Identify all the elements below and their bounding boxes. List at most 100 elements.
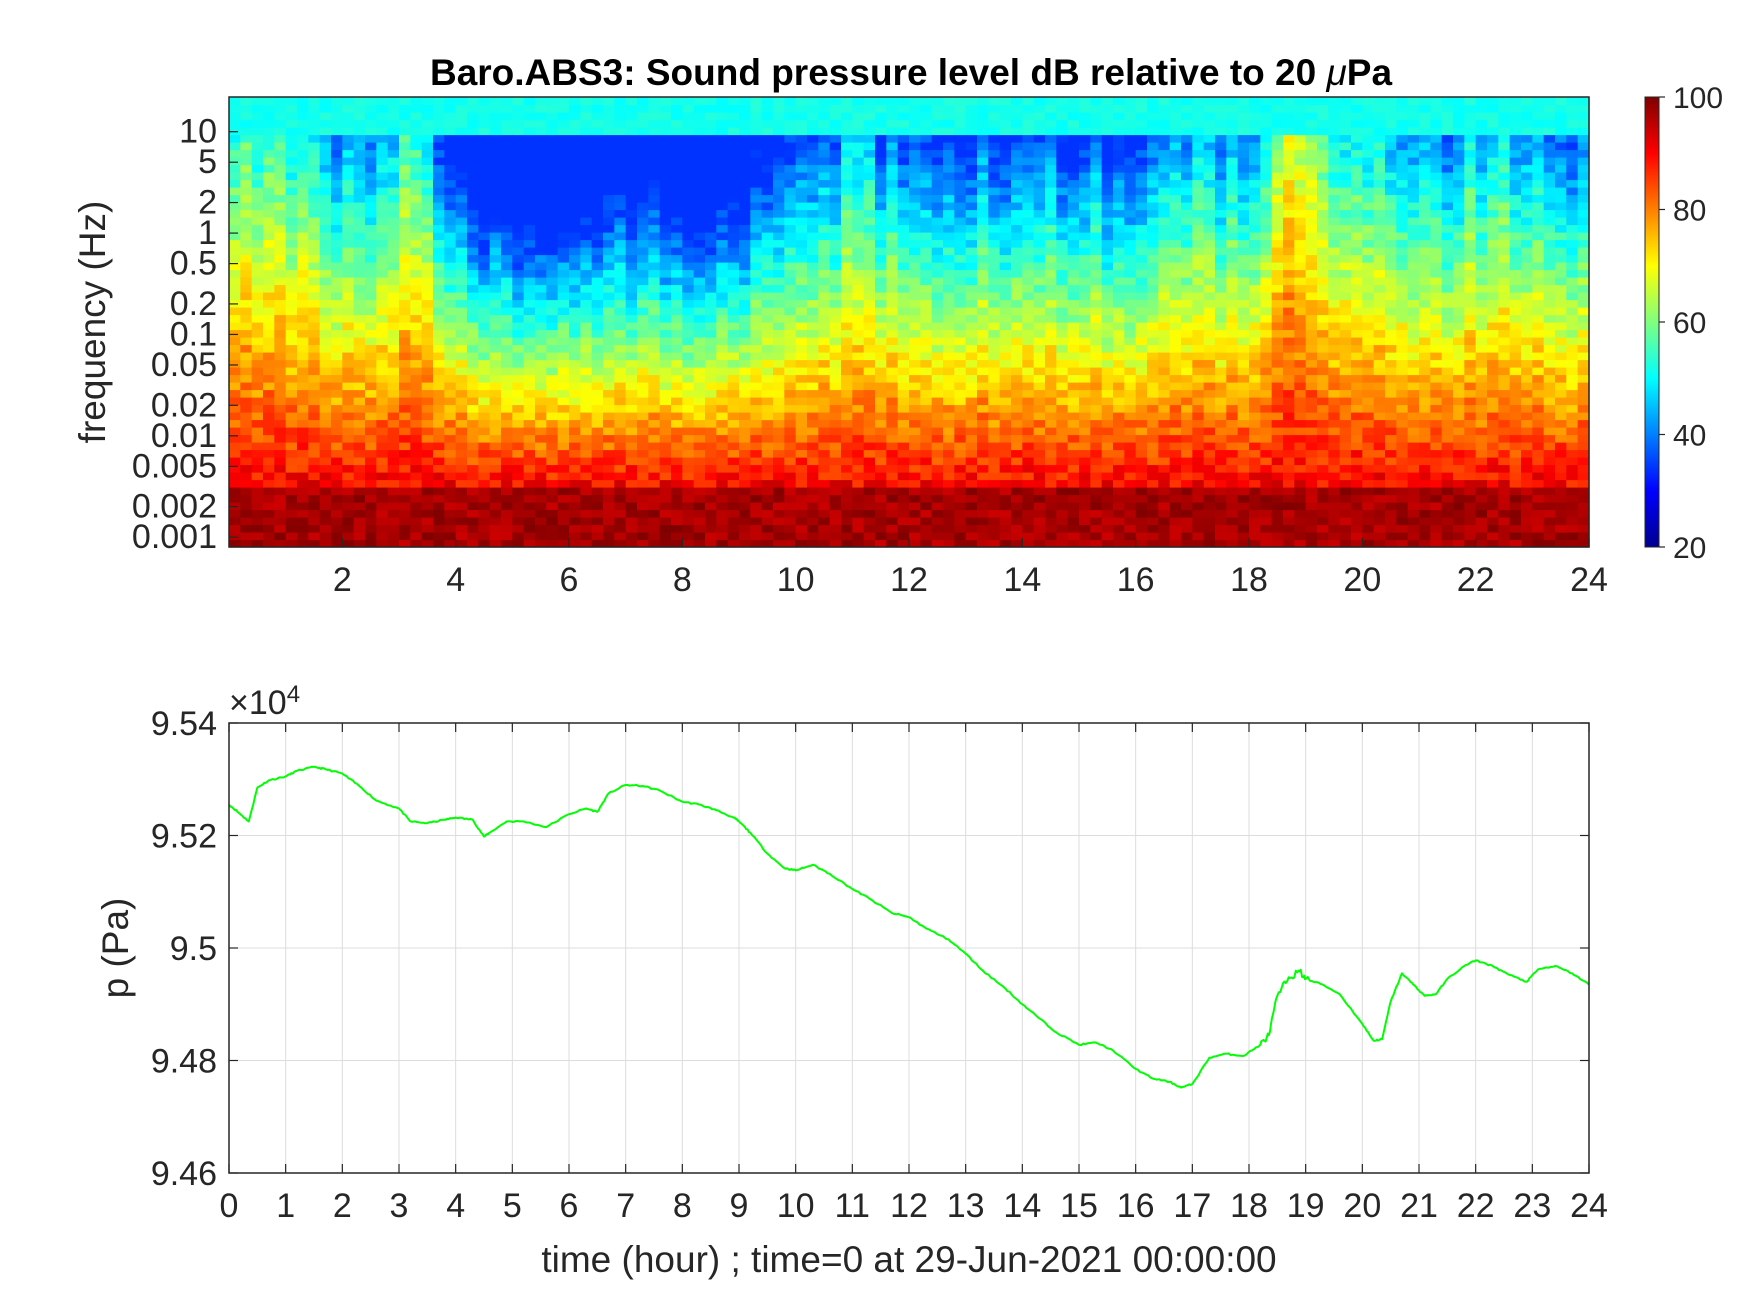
spectrogram-cell (523, 97, 536, 106)
spectrogram-cell (784, 337, 797, 346)
spectrogram-cell (931, 157, 944, 166)
spectrogram-cell (1056, 164, 1069, 173)
spectrogram-cell (1079, 292, 1091, 301)
spectrogram-cell (478, 457, 491, 466)
spectrogram-cell (716, 359, 729, 368)
spectrogram-cell (671, 382, 683, 391)
spectrogram-cell (1033, 142, 1046, 151)
spectrogram-cell (455, 299, 468, 308)
spectrogram-cell (614, 412, 627, 421)
spectrogram-cell (841, 299, 853, 308)
spectrogram-cell (977, 457, 989, 466)
spectrogram-cell (659, 412, 672, 421)
spectrogram-cell (387, 337, 400, 346)
spectrogram-cell (308, 517, 321, 526)
spectrogram-cell (1045, 104, 1057, 113)
spectrogram-cell (308, 187, 321, 196)
spectrogram-cell (512, 277, 525, 286)
spectrogram-cell (331, 299, 343, 308)
spectrogram-cell (240, 329, 253, 338)
spectrogram-cell (410, 404, 423, 413)
spectrogram-cell (773, 539, 785, 548)
spectrogram-cell (784, 457, 797, 466)
spectrogram-cell (943, 449, 955, 458)
spectrogram-cell (682, 299, 695, 308)
spectrogram-cell (546, 157, 559, 166)
spectrogram-cell (342, 172, 355, 181)
spectrogram-cell (1158, 487, 1171, 496)
spectrogram-cell (557, 179, 570, 188)
spectrogram-cell (897, 517, 910, 526)
spectrogram-cell (331, 479, 343, 488)
spectrogram-cell (603, 419, 615, 428)
spectrogram-cell (1147, 142, 1159, 151)
spectrogram-cell (886, 299, 899, 308)
spectrogram-cell (1147, 539, 1159, 548)
spectrogram-cell (693, 359, 706, 368)
spectrogram-cell (977, 284, 989, 293)
spectrogram-cell (1135, 262, 1148, 271)
spectrogram-cell (852, 449, 865, 458)
spectrogram-cell (240, 472, 253, 481)
spectrogram-cell (342, 397, 355, 406)
spectrogram-cell (671, 209, 683, 218)
spectrogram-cell (1056, 464, 1069, 473)
spectrogram-cell (489, 517, 502, 526)
spectrogram-cell (433, 457, 445, 466)
spectrogram-cell (591, 494, 604, 503)
spectrogram-cell (285, 502, 298, 511)
spectrogram-cell (1011, 419, 1023, 428)
spectrogram-cell (739, 202, 751, 211)
spectrogram-cell (308, 352, 321, 361)
spectrogram-cell (863, 224, 876, 233)
spectrogram-cell (546, 202, 559, 211)
spectrogram-cell (433, 389, 445, 398)
spectrogram-cell (557, 359, 570, 368)
spectrogram-cell (773, 397, 785, 406)
spectrogram-cell (546, 517, 559, 526)
spectrogram-cell (841, 329, 853, 338)
spectrogram-cell (410, 449, 423, 458)
spectrogram-cell (863, 277, 876, 286)
spectrogram-cell (931, 539, 944, 548)
spectrogram-cell (1124, 397, 1137, 406)
spectrogram-cell (478, 142, 491, 151)
spectrogram-cell (1045, 487, 1057, 496)
spectrogram-cell (750, 142, 763, 151)
spectrogram-cell (1090, 487, 1103, 496)
spectrogram-cell (659, 187, 672, 196)
spectrogram-cell (580, 292, 593, 301)
spectrogram-cell (1079, 254, 1091, 263)
spectrogram-cell (1033, 134, 1046, 143)
spectrogram-cell (637, 397, 649, 406)
spectrogram-cell (682, 179, 695, 188)
spectrogram-cell (909, 164, 921, 173)
spectrogram-cell (523, 449, 536, 458)
spectrogram-cell (251, 412, 264, 421)
spectrogram-cell (705, 472, 717, 481)
spectrogram-cell (614, 352, 627, 361)
spectrogram-cell (625, 509, 638, 518)
spectrogram-cell (909, 464, 921, 473)
spectrogram-cell (297, 412, 309, 421)
spectrogram-cell (920, 277, 933, 286)
spectrogram-cell (807, 494, 819, 503)
spectrogram-cell (240, 539, 253, 548)
spectrogram-cell (1147, 502, 1159, 511)
spectrogram-cell (875, 284, 887, 293)
spectrogram-cell (773, 449, 785, 458)
spectrogram-cell (659, 172, 672, 181)
spectrogram-cell (1056, 179, 1069, 188)
spectrogram-cell (1033, 254, 1046, 263)
spectrogram-cell (807, 337, 819, 346)
spectrogram-cell (251, 262, 264, 271)
spectrogram-cell (1158, 479, 1171, 488)
spectrogram-cell (251, 487, 264, 496)
spectrogram-cell (1067, 277, 1080, 286)
spectrogram-cell (523, 329, 536, 338)
spectrogram-cell (931, 367, 944, 376)
spectrogram-cell (376, 442, 389, 451)
spectrogram-cell (1135, 239, 1148, 248)
spectrogram-cell (659, 149, 672, 158)
spectrogram-cell (512, 404, 525, 413)
